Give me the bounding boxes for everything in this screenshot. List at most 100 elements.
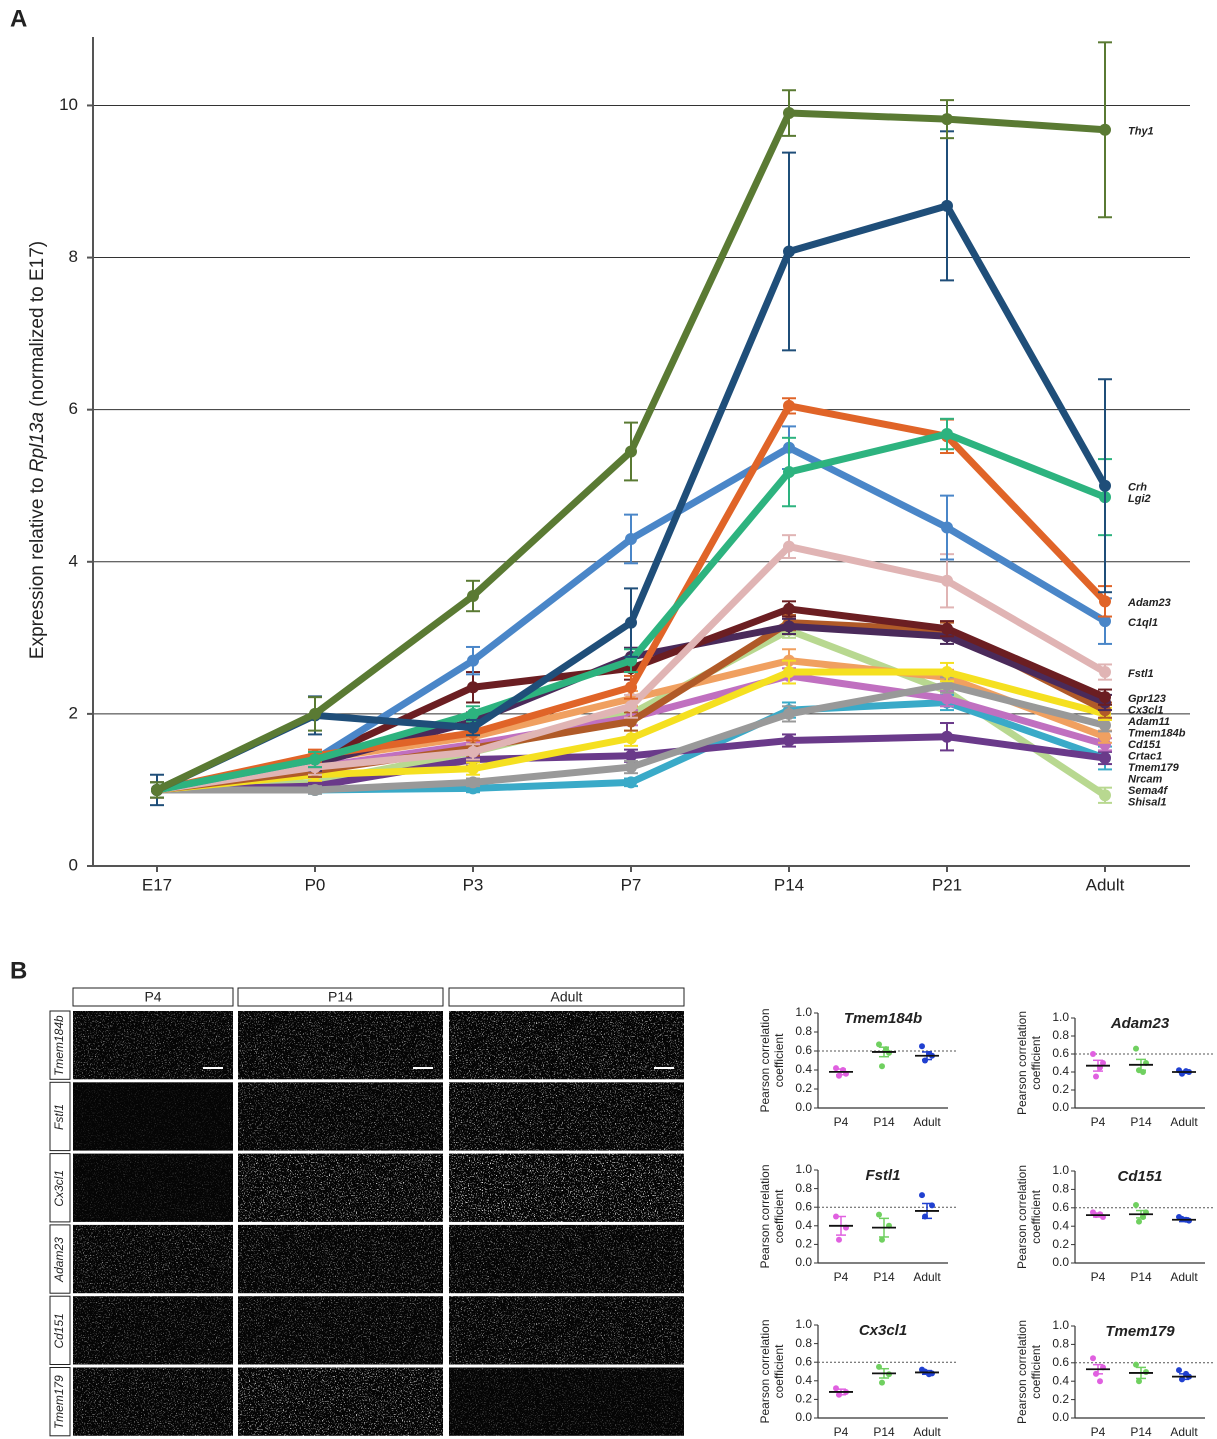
y-tick-label: 0.0 — [795, 1255, 812, 1269]
y-tick-label: 0.6 — [795, 1199, 812, 1213]
x-tick-label: P4 — [1091, 1425, 1106, 1439]
y-axis-label-part: (normalized to E17) — [27, 241, 48, 412]
micrograph-texture — [238, 1367, 443, 1436]
chart-title: Adam23 — [1110, 1015, 1170, 1032]
y-tick-label: 0 — [69, 855, 78, 874]
data-point — [919, 1192, 925, 1199]
data-point — [783, 540, 795, 553]
x-tick-label: Adult — [913, 1270, 941, 1284]
y-axis-label: Pearson correlation — [758, 1319, 772, 1423]
data-point — [625, 681, 637, 694]
column-header-box — [237, 987, 444, 1007]
y-tick-label: 0.4 — [795, 1062, 812, 1076]
data-point — [625, 700, 637, 713]
data-point — [151, 783, 163, 796]
y-axis-label: Pearson correlation — [758, 1164, 772, 1268]
micrograph-texture — [238, 1296, 443, 1365]
data-point — [783, 107, 795, 120]
data-point — [783, 466, 795, 479]
data-point — [941, 199, 953, 212]
data-point — [467, 654, 479, 667]
y-tick-label: 0.4 — [795, 1373, 812, 1387]
y-tick-label: 0.2 — [795, 1392, 812, 1406]
data-point — [1090, 1051, 1096, 1057]
row-label-box — [49, 1081, 71, 1152]
series-label: Cd151 — [1128, 739, 1161, 751]
data-point — [1136, 1218, 1142, 1225]
data-point — [1099, 595, 1111, 608]
x-tick-label: P4 — [834, 1115, 849, 1129]
data-point — [625, 616, 637, 629]
x-tick-label: Adult — [913, 1115, 941, 1129]
x-tick-label: P21 — [932, 875, 962, 894]
y-tick-label: 0.8 — [1052, 1028, 1069, 1042]
row-label: Tmem179 — [52, 1375, 66, 1429]
series-label: Cx3cl1 — [1128, 705, 1163, 717]
y-tick-label: 0.8 — [795, 1336, 812, 1350]
x-tick-label: P3 — [463, 875, 484, 894]
data-point — [625, 532, 637, 545]
y-tick-label: 1.0 — [795, 1162, 812, 1176]
series-label: Shisal1 — [1128, 797, 1167, 809]
y-tick-label: 1.0 — [1052, 1318, 1069, 1332]
y-tick-label: 0.6 — [1052, 1200, 1069, 1214]
y-tick-label: 4 — [69, 551, 78, 570]
y-tick-label: 0.4 — [1052, 1218, 1069, 1232]
x-tick-label: P4 — [1091, 1115, 1106, 1129]
data-point — [467, 762, 479, 775]
y-tick-label: 0.2 — [795, 1237, 812, 1251]
y-tick-label: 0.8 — [795, 1181, 812, 1195]
data-point — [886, 1371, 892, 1378]
row-label-box — [49, 1367, 71, 1437]
data-point — [783, 602, 795, 615]
y-tick-label: 0.2 — [1052, 1237, 1069, 1251]
data-point — [467, 590, 479, 603]
data-point — [941, 113, 953, 126]
data-point — [783, 620, 795, 633]
x-tick-label: E17 — [142, 875, 172, 894]
data-point — [467, 681, 479, 694]
data-point — [1099, 719, 1111, 732]
y-axis-label: Expression relative to Rpl13a (normalize… — [27, 241, 48, 659]
data-point — [1090, 1355, 1096, 1362]
chart-title: Fstl1 — [865, 1167, 900, 1184]
micrograph-texture — [73, 1224, 233, 1294]
y-tick-label: 1.0 — [1052, 1010, 1069, 1024]
x-tick-label: Adult — [1170, 1425, 1198, 1439]
micrograph-texture — [238, 1224, 443, 1294]
row-label: Adam23 — [52, 1237, 66, 1283]
data-point — [309, 783, 321, 796]
micrograph-texture — [73, 1082, 233, 1151]
micrograph-texture — [73, 1296, 233, 1365]
panel-label: A — [10, 5, 27, 32]
column-header: Adult — [551, 989, 583, 1005]
column-header-box — [448, 987, 685, 1007]
x-tick-label: P4 — [834, 1425, 849, 1439]
data-point — [941, 622, 953, 635]
y-tick-label: 0.4 — [1052, 1064, 1069, 1078]
data-point — [876, 1211, 882, 1218]
series-label: Crh — [1128, 482, 1147, 494]
y-tick-label: 0.2 — [1052, 1392, 1069, 1406]
series-label: Crtac1 — [1128, 751, 1162, 763]
y-tick-label: 1.0 — [795, 1317, 812, 1331]
y-tick-label: 1.0 — [1052, 1163, 1069, 1177]
y-tick-label: 0.0 — [1052, 1255, 1069, 1269]
series-label: Tmem179 — [1128, 762, 1180, 774]
x-tick-label: P14 — [1130, 1270, 1152, 1284]
chart-title: Cx3cl1 — [859, 1322, 907, 1339]
y-axis-label: coefficient — [772, 1033, 786, 1087]
row-label-box — [49, 1010, 71, 1080]
x-tick-label: P4 — [1091, 1270, 1106, 1284]
x-tick-label: Adult — [1086, 875, 1125, 894]
row-label: Tmem184b — [52, 1015, 66, 1076]
x-tick-label: P0 — [305, 875, 326, 894]
y-tick-label: 10 — [59, 95, 78, 114]
row-label: Cd151 — [52, 1313, 66, 1348]
y-tick-label: 6 — [69, 399, 78, 418]
x-tick-label: Adult — [1170, 1115, 1198, 1129]
data-point — [941, 692, 953, 705]
data-point — [1133, 1202, 1139, 1209]
data-point — [309, 707, 321, 720]
y-tick-label: 0.2 — [795, 1081, 812, 1095]
